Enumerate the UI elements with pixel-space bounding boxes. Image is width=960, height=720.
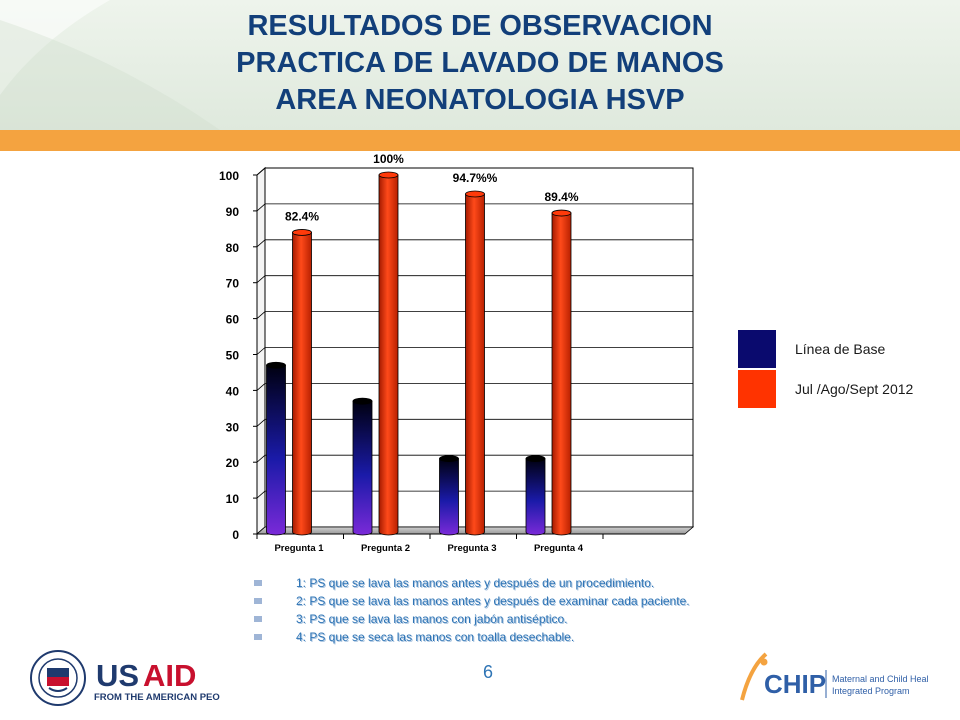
bar-baseline-top	[352, 397, 373, 405]
title-line-1: RESULTADOS DE OBSERVACION	[247, 10, 713, 42]
bar-baseline	[352, 397, 373, 536]
bullet-icon	[254, 580, 262, 586]
bar-baseline-top	[266, 361, 286, 369]
svg-text:FROM THE AMERICAN PEOPLE: FROM THE AMERICAN PEOPLE	[94, 692, 220, 703]
bullet-icon	[254, 616, 262, 622]
legend-swatch-baseline	[738, 330, 776, 368]
bar-followup-body	[465, 193, 485, 536]
gridline-side	[256, 203, 266, 212]
note-text: 3: PS que se lava las manos con jabón an…	[296, 612, 568, 626]
legend-label-baseline: Línea de Base	[795, 341, 886, 357]
bar-followup-body	[378, 174, 399, 536]
y-tick-label: 50	[226, 349, 240, 363]
x-tick-label: Pregunta 3	[447, 543, 496, 554]
svg-text:Maternal and Child Health: Maternal and Child Health	[832, 674, 928, 684]
legend-item-baseline: Línea de Base	[738, 330, 958, 368]
data-label: 100%	[373, 152, 404, 166]
bullet-icon	[254, 598, 262, 604]
data-label: 89.4%	[544, 190, 578, 204]
note-text: 4: PS que se seca las manos con toalla d…	[296, 630, 575, 644]
chart-legend: Línea de Base Jul /Ago/Sept 2012	[738, 328, 958, 418]
note-item: 4: PS que se seca las manos con toalla d…	[252, 628, 772, 646]
bar-baseline-top	[525, 455, 546, 463]
y-tick-label: 10	[226, 492, 240, 506]
bar-baseline-body	[439, 458, 459, 536]
bar-baseline	[439, 455, 459, 536]
bar-followup	[551, 209, 572, 536]
y-tick-label: 0	[232, 528, 239, 542]
bar-baseline-top	[439, 455, 459, 463]
bar-baseline-body	[352, 400, 373, 536]
bar-baseline	[266, 361, 286, 536]
gridline-side	[256, 167, 266, 176]
y-tick-label: 80	[226, 241, 240, 255]
note-item: 3: PS que se lava las manos con jabón an…	[252, 610, 772, 628]
gridline-side	[256, 454, 266, 463]
x-tick-label: Pregunta 4	[534, 543, 584, 554]
gridline-side	[256, 275, 266, 284]
slide-title: RESULTADOS DE OBSERVACION PRACTICA DE LA…	[0, 8, 960, 119]
svg-text:US: US	[96, 658, 139, 693]
bar-baseline-body	[266, 364, 286, 536]
title-line-3: AREA NEONATOLOGIA HSVP	[275, 84, 685, 116]
svg-text:Integrated Program: Integrated Program	[832, 686, 910, 696]
bar-followup	[465, 190, 485, 536]
gridline-side	[256, 239, 266, 248]
note-item: 1: PS que se lava las manos antes y desp…	[252, 574, 772, 592]
bar-followup-body	[551, 212, 572, 536]
y-tick-label: 100	[219, 169, 239, 183]
bar-followup-top	[551, 209, 572, 217]
bar-baseline-body	[525, 458, 546, 536]
legend-swatch-followup	[738, 370, 776, 408]
gridline-side	[256, 311, 266, 319]
gridline-side	[256, 490, 266, 499]
y-tick-label: 30	[226, 420, 240, 434]
gridline-side	[256, 347, 266, 355]
bar-followup	[378, 171, 399, 536]
bar-baseline	[525, 455, 546, 536]
note-text: 2: PS que se lava las manos antes y desp…	[296, 594, 690, 608]
gridline-side	[256, 418, 266, 427]
bullet-icon	[254, 634, 262, 640]
y-tick-label: 90	[226, 205, 240, 219]
title-line-2: PRACTICA DE LAVADO DE MANOS	[236, 47, 724, 79]
page-number: 6	[482, 662, 493, 682]
header-swoosh	[0, 0, 220, 130]
y-tick-label: 20	[226, 456, 240, 470]
note-item: 2: PS que se lava las manos antes y desp…	[252, 592, 772, 610]
x-tick-label: Pregunta 2	[361, 543, 410, 554]
bar-followup	[292, 229, 312, 536]
chip-logo: CHIP Maternal and Child Health Integrate…	[740, 652, 928, 701]
data-label: 94.7%%	[453, 171, 498, 185]
data-label: 82.4%	[285, 209, 319, 223]
note-text: 1: PS que se lava las manos antes y desp…	[296, 576, 655, 590]
svg-text:AID: AID	[143, 658, 196, 693]
y-tick-label: 40	[226, 384, 240, 398]
gridline-side	[256, 383, 266, 391]
bar-followup-top	[465, 190, 485, 198]
header-band	[0, 130, 960, 151]
y-tick-label: 60	[226, 313, 240, 327]
bar-followup-body	[292, 232, 312, 536]
legend-item-followup: Jul /Ago/Sept 2012	[738, 370, 958, 408]
bar-followup-top	[292, 229, 312, 236]
header-background	[0, 0, 960, 130]
y-tick-label: 70	[226, 277, 240, 291]
svg-text:CHIP: CHIP	[764, 669, 826, 699]
legend-label-followup: Jul /Ago/Sept 2012	[795, 381, 914, 397]
bar-chart: 0 10 20 30 40 50 60 70 80 90 100 82.4% Pregunta 1 100…	[219, 152, 695, 554]
bar-followup-top	[378, 171, 399, 179]
question-notes: 1: PS que se lava las manos antes y desp…	[252, 574, 772, 646]
usaid-logo: US AID FROM THE AMERICAN PEOPLE	[30, 650, 220, 706]
x-tick-label: Pregunta 1	[274, 543, 324, 554]
